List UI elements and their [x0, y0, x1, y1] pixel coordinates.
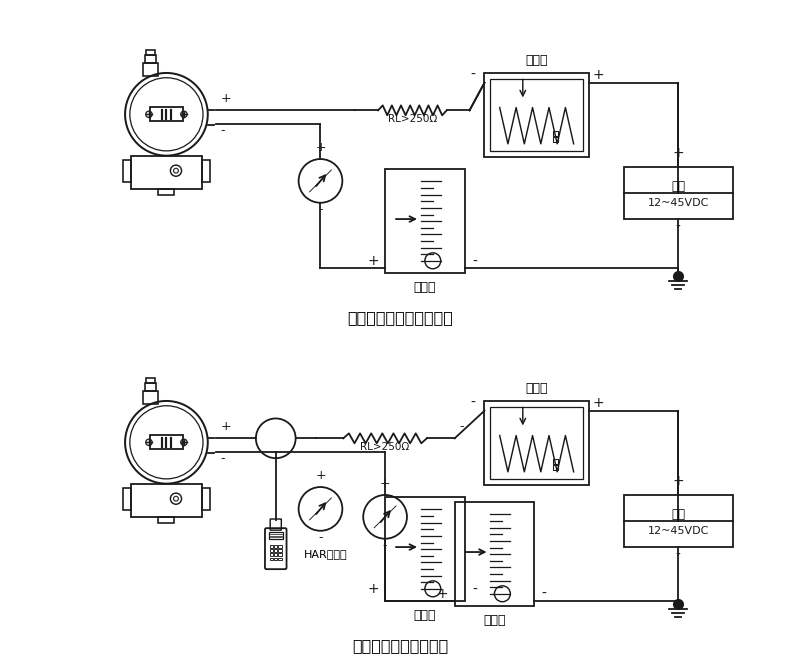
- Bar: [143, 64, 158, 76]
- Text: 电源: 电源: [671, 180, 686, 193]
- Bar: [278, 549, 282, 552]
- Text: HAR通信器: HAR通信器: [303, 548, 347, 559]
- Text: +: +: [221, 92, 231, 106]
- Text: -: -: [318, 531, 322, 544]
- Text: 12~45VDC: 12~45VDC: [648, 526, 709, 536]
- Text: -: -: [318, 203, 322, 216]
- Text: +: +: [593, 68, 605, 82]
- Text: +: +: [315, 141, 326, 154]
- Text: 指示仪: 指示仪: [414, 281, 436, 294]
- Text: 记录仪: 记录仪: [526, 382, 548, 395]
- Bar: [270, 545, 274, 548]
- Bar: [146, 378, 155, 384]
- Bar: [274, 553, 278, 556]
- Bar: [385, 497, 465, 602]
- Text: -: -: [676, 220, 681, 234]
- Bar: [274, 545, 278, 548]
- Text: +: +: [367, 583, 379, 596]
- Text: -: -: [221, 124, 225, 137]
- Bar: [122, 160, 130, 182]
- Bar: [278, 553, 282, 556]
- Text: -: -: [676, 548, 681, 562]
- Text: 非智能型现场导线的连接: 非智能型现场导线的连接: [347, 310, 453, 325]
- Bar: [624, 167, 733, 218]
- Bar: [130, 155, 202, 189]
- Bar: [122, 488, 130, 510]
- Bar: [269, 532, 282, 539]
- Bar: [145, 384, 156, 392]
- Text: 指示仪: 指示仪: [483, 614, 506, 626]
- Text: -: -: [542, 587, 546, 602]
- Bar: [385, 169, 465, 274]
- Text: -: -: [383, 539, 387, 552]
- Bar: [274, 549, 278, 552]
- Text: +: +: [593, 396, 605, 410]
- Bar: [490, 79, 583, 151]
- Bar: [270, 553, 274, 556]
- Text: +: +: [673, 474, 684, 488]
- Bar: [202, 488, 210, 510]
- Bar: [454, 502, 534, 606]
- Bar: [485, 401, 589, 485]
- Text: -: -: [221, 452, 225, 465]
- Bar: [150, 435, 183, 449]
- Bar: [146, 50, 155, 56]
- Text: RL>250Ω: RL>250Ω: [388, 114, 437, 124]
- Text: -: -: [470, 68, 475, 82]
- Text: 12~45VDC: 12~45VDC: [648, 198, 709, 208]
- Bar: [158, 517, 174, 523]
- Text: 电源: 电源: [671, 508, 686, 521]
- Text: +: +: [437, 587, 449, 602]
- Text: +: +: [221, 420, 231, 434]
- Text: RL>250Ω: RL>250Ω: [361, 442, 410, 452]
- Bar: [554, 131, 558, 136]
- Text: +: +: [673, 146, 684, 160]
- Bar: [202, 160, 210, 182]
- Bar: [130, 483, 202, 517]
- Bar: [278, 558, 282, 560]
- Text: +: +: [315, 469, 326, 482]
- Bar: [143, 392, 158, 404]
- Bar: [270, 549, 274, 552]
- Bar: [554, 137, 558, 142]
- Bar: [270, 558, 274, 560]
- Text: 指示仪: 指示仪: [414, 609, 436, 622]
- Bar: [554, 459, 558, 464]
- Bar: [490, 407, 583, 479]
- Bar: [485, 73, 589, 157]
- Bar: [150, 107, 183, 121]
- Bar: [278, 545, 282, 548]
- Text: -: -: [470, 396, 475, 410]
- Bar: [554, 465, 558, 470]
- Bar: [624, 495, 733, 546]
- Text: -: -: [472, 255, 477, 268]
- Text: 记录仪: 记录仪: [526, 54, 548, 67]
- Bar: [158, 189, 174, 195]
- Text: +: +: [380, 477, 390, 490]
- Bar: [274, 558, 278, 560]
- Text: -: -: [460, 420, 464, 434]
- Text: 智能型现场导线的连接: 智能型现场导线的连接: [352, 638, 448, 653]
- Text: +: +: [367, 255, 379, 268]
- Text: -: -: [472, 583, 477, 596]
- Bar: [145, 56, 156, 64]
